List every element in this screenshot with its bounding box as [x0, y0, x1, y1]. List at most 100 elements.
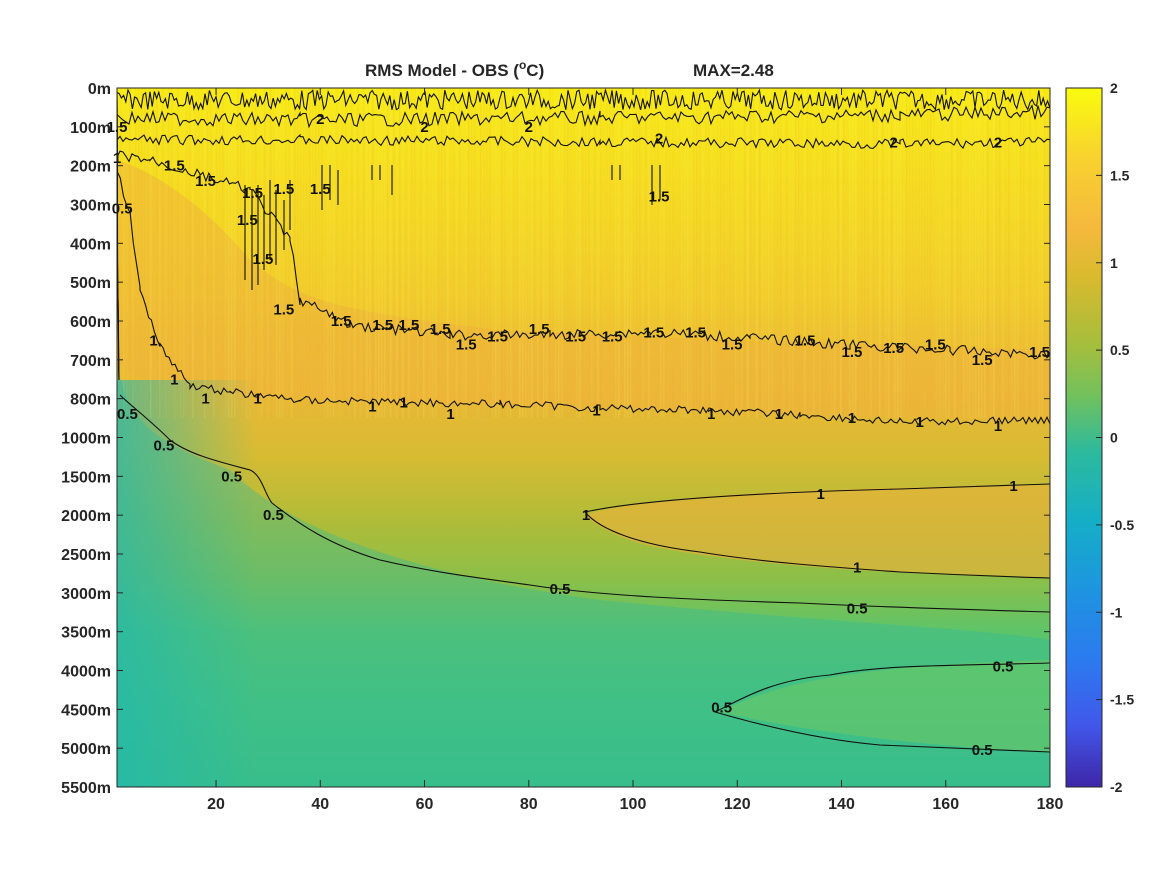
colorbar-tick-label: 2: [1110, 80, 1118, 96]
x-tick-label: 40: [311, 796, 329, 813]
contour-1-deep: [584, 483, 1050, 579]
streak: [906, 88, 908, 418]
streak: [459, 88, 461, 418]
streak: [363, 88, 365, 418]
streak: [561, 88, 563, 418]
contour-label: 1.5: [372, 317, 393, 334]
streak: [630, 88, 632, 418]
streak: [216, 88, 218, 418]
streak: [678, 88, 680, 418]
contour-label: 1.5: [164, 158, 185, 175]
streak: [753, 88, 755, 418]
streak: [669, 88, 671, 418]
streak: [351, 88, 353, 418]
contour-label: 0.5: [711, 699, 732, 716]
streak: [951, 88, 953, 418]
streak: [636, 88, 638, 418]
streak: [993, 88, 995, 418]
contour-label: 1.5: [195, 173, 216, 190]
streak: [414, 88, 416, 418]
streak: [813, 88, 815, 418]
streak: [366, 88, 368, 418]
contour-label: 2: [420, 119, 428, 136]
streak: [867, 88, 869, 418]
streak: [723, 88, 725, 418]
streak: [804, 88, 806, 418]
streak: [1002, 88, 1004, 418]
streak: [570, 88, 572, 418]
streak: [984, 88, 986, 418]
streak: [504, 88, 506, 418]
streak: [921, 88, 923, 418]
contour-label: 1.5: [565, 329, 586, 346]
streak: [171, 88, 173, 418]
streak: [966, 88, 968, 418]
streak: [696, 88, 698, 418]
streak: [513, 88, 515, 418]
streak: [744, 88, 746, 418]
streak: [969, 88, 971, 418]
x-tick-label: 100: [620, 796, 647, 813]
colorbar-tick-label: 1.5: [1110, 167, 1130, 183]
streak: [231, 88, 233, 418]
streak: [420, 88, 422, 418]
streak: [360, 88, 362, 418]
contour-label: 1.5: [273, 301, 294, 318]
streak: [909, 88, 911, 418]
streak: [639, 88, 641, 418]
streak: [240, 88, 242, 418]
streak: [426, 88, 428, 418]
streak: [918, 88, 920, 418]
contour-label: 1: [916, 414, 924, 431]
streak: [519, 88, 521, 418]
streak: [138, 88, 140, 418]
y-tick-label: 800m: [70, 392, 111, 409]
streak: [195, 88, 197, 418]
streak: [411, 88, 413, 418]
streak: [309, 88, 311, 418]
streak: [1038, 88, 1040, 418]
streak: [888, 88, 890, 418]
colorbar-ticks: 2 1.5 1 0.5 0 -0.5 -1 -1.5 -2: [1096, 80, 1134, 795]
streak: [786, 88, 788, 418]
contour-label: 1: [170, 371, 178, 388]
streak: [297, 88, 299, 418]
contour-label: 0.5: [112, 200, 133, 217]
streak: [438, 88, 440, 418]
streak: [336, 88, 338, 418]
streak: [258, 88, 260, 418]
y-tick-label: 3500m: [61, 625, 111, 642]
contour-1-upper: [117, 170, 1050, 426]
streak: [120, 88, 122, 418]
streak: [441, 88, 443, 418]
streak: [492, 88, 494, 418]
streak: [759, 88, 761, 418]
streak: [894, 88, 896, 418]
streak: [858, 88, 860, 418]
y-tick-label: 4000m: [61, 664, 111, 681]
streak: [705, 88, 707, 418]
streak: [717, 88, 719, 418]
colorbar-tick-label: 0: [1110, 430, 1118, 446]
contour-label: 0.5: [153, 437, 174, 454]
streak: [423, 88, 425, 418]
streak: [702, 88, 704, 418]
y-axis: 0m 100m 200m 300m 400m 500m 600m 700m 800m 1000m 1…: [61, 81, 1050, 797]
streak: [507, 88, 509, 418]
contour-label: 1: [848, 410, 856, 427]
streak: [810, 88, 812, 418]
streak: [270, 88, 272, 418]
streak: [843, 88, 845, 418]
streak: [933, 88, 935, 418]
colorbar-tick-label: -1.5: [1110, 692, 1134, 708]
contour-label: 1: [400, 395, 408, 412]
streak: [549, 88, 551, 418]
streak: [828, 88, 830, 418]
contour-label: 1: [368, 398, 376, 415]
streak: [435, 88, 437, 418]
heatmap-mid-band: [117, 160, 1050, 420]
streak: [390, 88, 392, 418]
streak: [876, 88, 878, 418]
streak: [816, 88, 818, 418]
contour-2-lower: [117, 133, 1050, 149]
